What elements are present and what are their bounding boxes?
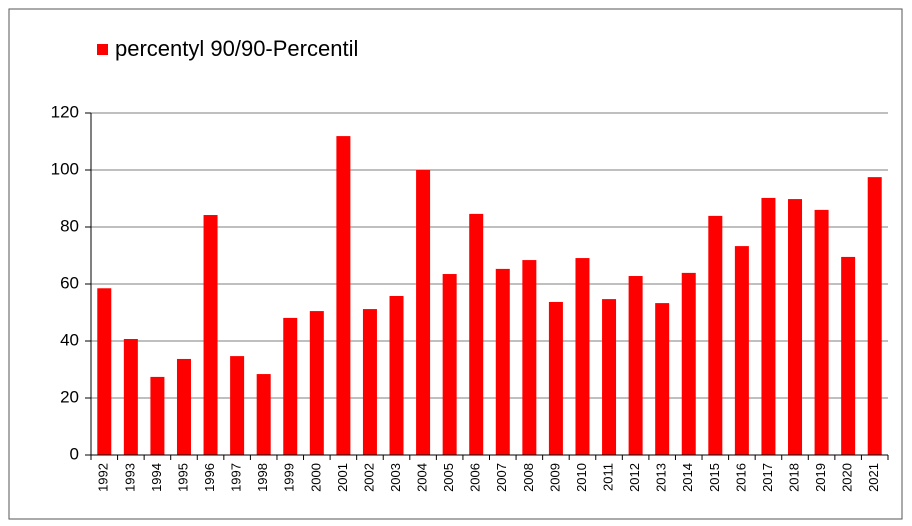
bar (389, 295, 404, 455)
bar (416, 170, 431, 455)
x-tick-label: 1999 (282, 463, 297, 492)
bar (256, 374, 271, 455)
bar (469, 213, 484, 455)
y-tick-label: 20 (60, 387, 79, 406)
x-tick-label: 1997 (229, 463, 244, 492)
bar (97, 288, 112, 455)
x-tick-label: 2011 (600, 463, 615, 491)
bar (176, 358, 191, 455)
bar (734, 246, 749, 455)
legend-swatch (97, 44, 108, 55)
bar (761, 197, 776, 455)
x-tick-label: 2000 (308, 463, 323, 492)
bar (203, 215, 218, 455)
y-tick-label: 100 (51, 159, 79, 178)
x-tick-label: 2004 (415, 463, 430, 492)
bar (548, 301, 563, 455)
bar (841, 256, 856, 455)
x-tick-label: 2002 (361, 463, 376, 492)
y-tick-label: 40 (60, 330, 79, 349)
x-tick-label: 2010 (574, 463, 589, 492)
x-tick-label: 1993 (122, 463, 137, 492)
legend-label: percentyl 90/90-Percentil (115, 36, 358, 61)
x-tick-label: 2008 (521, 463, 536, 492)
y-tick-label: 60 (60, 273, 79, 292)
x-tick-label: 2007 (494, 463, 509, 492)
y-tick-label: 120 (51, 102, 79, 121)
bar (230, 356, 245, 455)
x-tick-label: 2012 (627, 463, 642, 492)
x-tick-label: 2001 (335, 463, 350, 492)
x-tick-label: 2015 (707, 463, 722, 492)
x-tick-label: 2020 (840, 463, 855, 492)
bar (150, 376, 165, 455)
x-tick-label: 2005 (441, 463, 456, 492)
bar (362, 309, 377, 455)
x-tick-label: 1992 (96, 463, 111, 492)
bar (655, 303, 670, 455)
bar (336, 136, 351, 455)
bar (602, 299, 617, 455)
y-tick-label: 0 (70, 444, 79, 463)
x-tick-label: 2014 (680, 463, 695, 492)
bar (814, 209, 829, 455)
x-tick-label: 2018 (786, 463, 801, 492)
x-tick-label: 1996 (202, 463, 217, 492)
x-tick-label: 1998 (255, 463, 270, 492)
bar (495, 268, 510, 455)
bar (309, 311, 324, 455)
bar (708, 215, 723, 455)
x-tick-label: 2003 (388, 463, 403, 492)
bar (628, 276, 643, 455)
bar (283, 317, 298, 455)
bar (681, 272, 696, 455)
bar (442, 274, 457, 455)
bar (575, 258, 590, 455)
y-tick-label: 80 (60, 216, 79, 235)
bar (867, 177, 882, 455)
x-tick-label: 2017 (760, 463, 775, 492)
x-tick-label: 2009 (547, 463, 562, 492)
x-tick-label: 2019 (813, 463, 828, 492)
x-tick-label: 2021 (866, 463, 881, 492)
bar (788, 199, 803, 455)
x-tick-label: 2016 (733, 463, 748, 492)
bar (522, 260, 537, 455)
x-tick-label: 2006 (468, 463, 483, 492)
x-tick-label: 1995 (175, 463, 190, 492)
x-tick-label: 2013 (654, 463, 669, 492)
x-tick-label: 1994 (149, 463, 164, 492)
bar (123, 339, 138, 455)
